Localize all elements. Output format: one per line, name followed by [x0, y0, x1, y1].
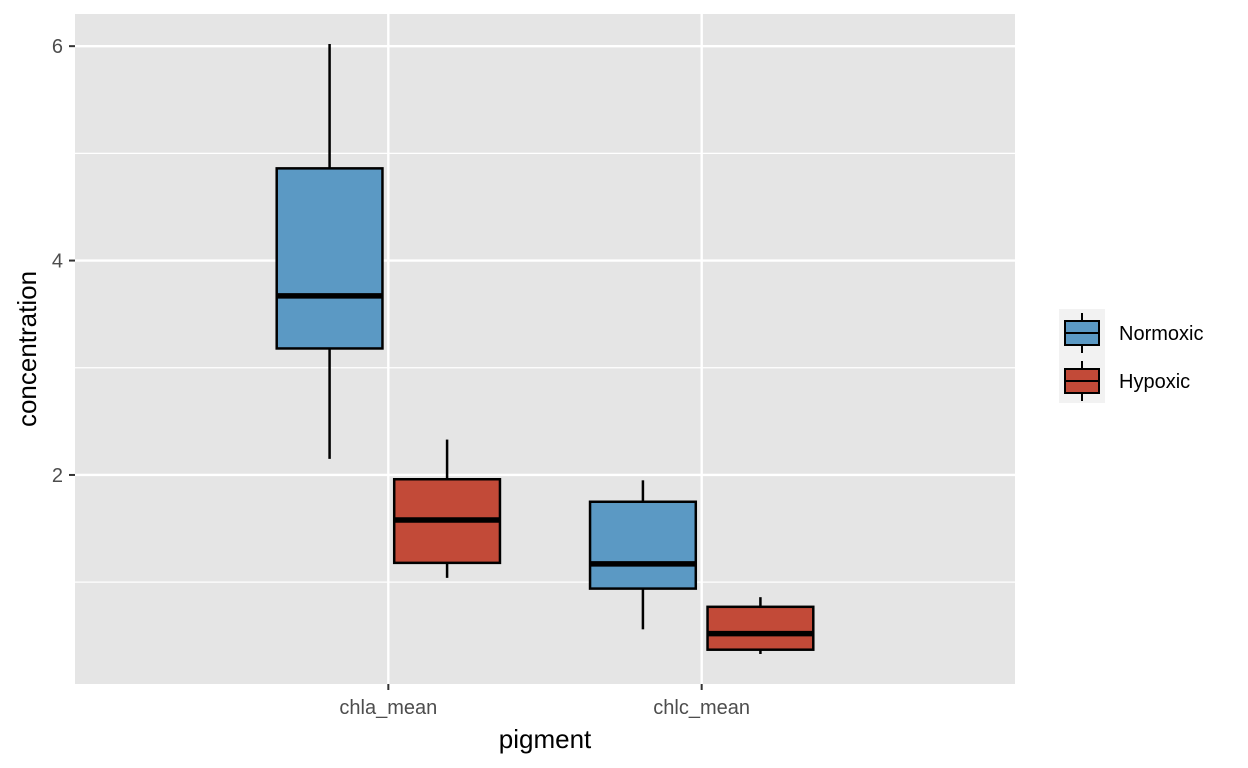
y-tick-label: 2 — [52, 465, 63, 487]
legend: Normoxic Hypoxic — [1059, 309, 1203, 403]
y-axis-title: concentration — [12, 271, 42, 427]
box-series — [275, 44, 815, 654]
x-tick-label: chla_mean — [339, 697, 437, 719]
y-tick-label: 6 — [52, 36, 63, 58]
box-hypoxic-chla_mean — [392, 439, 502, 578]
box-body — [706, 605, 815, 651]
box-body — [275, 167, 384, 350]
legend-label: Hypoxic — [1119, 371, 1190, 393]
box-hypoxic-chlc_mean — [706, 597, 815, 654]
box-body — [588, 500, 698, 590]
box-normoxic-chla_mean — [275, 44, 384, 459]
box-normoxic-chlc_mean — [588, 480, 698, 630]
x-tick-label: chlc_mean — [653, 697, 750, 719]
legend-item-normoxic: Normoxic — [1064, 313, 1203, 353]
axes: 2 4 6 chla_mean chlc_mean — [52, 36, 750, 719]
legend-label: Normoxic — [1119, 323, 1203, 345]
x-axis-title: pigment — [499, 724, 592, 754]
plot-panel — [75, 14, 1015, 684]
y-tick-label: 4 — [52, 251, 63, 273]
legend-item-hypoxic: Hypoxic — [1064, 361, 1190, 401]
grid-lines — [75, 14, 1015, 684]
